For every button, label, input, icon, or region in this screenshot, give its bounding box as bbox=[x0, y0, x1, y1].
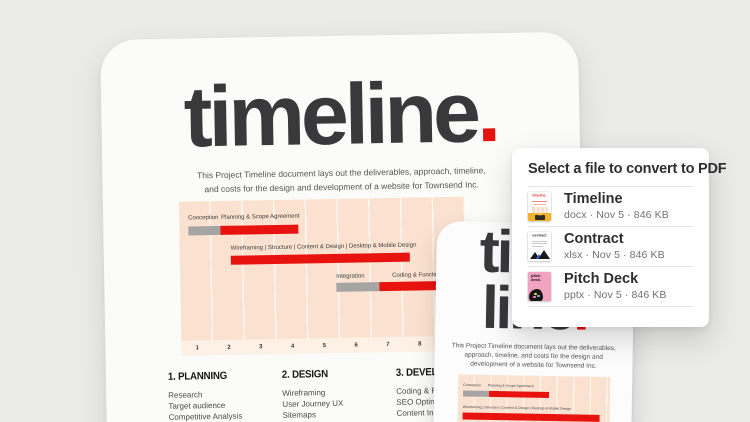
thumb-footer-band: oo bbox=[528, 213, 551, 221]
document-title-period: . bbox=[476, 64, 498, 161]
file-meta-contract: xlsx · Nov 5 · 846 KB bbox=[564, 249, 665, 262]
thumb-decoration bbox=[532, 245, 543, 247]
axis-tick: 1 bbox=[195, 344, 200, 351]
axis-tick: 4 bbox=[290, 343, 295, 350]
thumb-pitch-title: pitch deck. bbox=[530, 273, 541, 283]
document-title: timeline. bbox=[101, 64, 580, 165]
file-row-timeline[interactable]: timeline. oo Timeline docx · Nov 5 · 846… bbox=[528, 186, 693, 226]
thumb-decoration bbox=[532, 243, 547, 244]
gantt-label-wireframing: Wireframing | Structure | Content & Desi… bbox=[230, 242, 417, 252]
pitch-deck-pptx-thumbnail-icon: pitch deck. bbox=[528, 272, 551, 301]
thumb-dot bbox=[537, 294, 540, 297]
file-meta-pitch-deck: pptx · Nov 5 · 846 KB bbox=[564, 289, 667, 302]
phone-gantt-row1-labels: Conception Planning & Scope Agreement bbox=[463, 383, 534, 389]
axis-tick: 8 bbox=[417, 340, 422, 347]
section-item: Sitemaps bbox=[282, 410, 317, 420]
section-design-heading: 2. DESIGN bbox=[281, 368, 329, 381]
thumb-badge: oo bbox=[534, 213, 545, 220]
file-row-pitch-deck[interactable]: pitch deck. Pitch Deck pptx · Nov 5 · 84… bbox=[528, 266, 693, 307]
file-name-timeline: Timeline bbox=[564, 190, 623, 207]
axis-tick: 6 bbox=[354, 342, 358, 349]
gantt-bar-planning bbox=[220, 224, 299, 235]
document-title-word: timeline bbox=[183, 64, 478, 166]
file-row-contract[interactable]: contract Contract xlsx · Nov 5 · 846 KB bbox=[528, 226, 693, 266]
axis-tick: 7 bbox=[386, 341, 390, 348]
convert-to-pdf-dialog: Select a file to convert to PDF timeline… bbox=[512, 148, 727, 327]
axis-tick: 5 bbox=[322, 342, 327, 349]
file-meta-timeline: docx · Nov 5 · 846 KB bbox=[564, 209, 669, 222]
thumb-blob-shape bbox=[529, 289, 543, 301]
section-item: Competitive Analysis bbox=[168, 411, 243, 422]
file-name-pitch-deck: Pitch Deck bbox=[564, 270, 639, 287]
dialog-title: Select a file to convert to PDF bbox=[528, 161, 727, 177]
document-subtitle: This Project Timeline document lays out … bbox=[102, 163, 580, 199]
thumb-decoration bbox=[532, 201, 547, 202]
contract-xlsx-thumbnail-icon: contract bbox=[528, 232, 551, 261]
gantt-axis: 1 2 3 4 5 6 7 8 9 bbox=[181, 335, 468, 356]
thumb-decoration bbox=[534, 203, 546, 205]
gantt-bar-wireframing bbox=[230, 252, 410, 265]
thumb-dot bbox=[534, 292, 537, 295]
gantt-chart: Conception Planning & Scope Agreement Wi… bbox=[178, 196, 468, 356]
thumb-mountain-shape bbox=[538, 250, 550, 259]
thumb-timeline-title: timeline. bbox=[532, 194, 547, 198]
phone-document-subtitle: This Project Timeline document lays out … bbox=[434, 341, 632, 373]
timeline-docx-thumbnail-icon: timeline. oo bbox=[528, 192, 551, 221]
gantt-bar-integration bbox=[336, 282, 380, 292]
gantt-bar-conception bbox=[188, 225, 221, 236]
thumb-decoration bbox=[532, 240, 547, 242]
axis-tick: 2 bbox=[227, 344, 231, 351]
phone-gantt-bar-wireframing bbox=[462, 412, 600, 422]
phone-gantt-chart: Conception Planning & Scope Agreement Wir… bbox=[456, 374, 611, 422]
gantt-label-integration: Integration bbox=[336, 273, 365, 280]
gantt-label-planning: Planning & Scope Agreement bbox=[221, 213, 300, 221]
section-planning-heading: 1. PLANNING bbox=[167, 369, 228, 383]
section-planning: 1. PLANNING Research Target audience Com… bbox=[168, 369, 283, 422]
thumb-contract-title: contract bbox=[532, 233, 547, 238]
thumb-mountain-shape bbox=[530, 252, 540, 259]
section-design: 2. DESIGN Wireframing User Journey UX Si… bbox=[282, 367, 397, 421]
phone-gantt-row2-label: Wireframing | Structure | Content & Desi… bbox=[462, 405, 572, 411]
axis-tick: 3 bbox=[259, 343, 263, 350]
thumb-mini-chart bbox=[531, 206, 548, 213]
gantt-label-conception: Conception bbox=[188, 214, 219, 222]
file-name-contract: Contract bbox=[564, 230, 624, 247]
thumb-dot bbox=[533, 295, 536, 298]
file-list: timeline. oo Timeline docx · Nov 5 · 846… bbox=[528, 186, 693, 307]
phone-gantt-bar-conception bbox=[462, 390, 490, 397]
phone-gantt-bar-planning bbox=[488, 390, 550, 398]
